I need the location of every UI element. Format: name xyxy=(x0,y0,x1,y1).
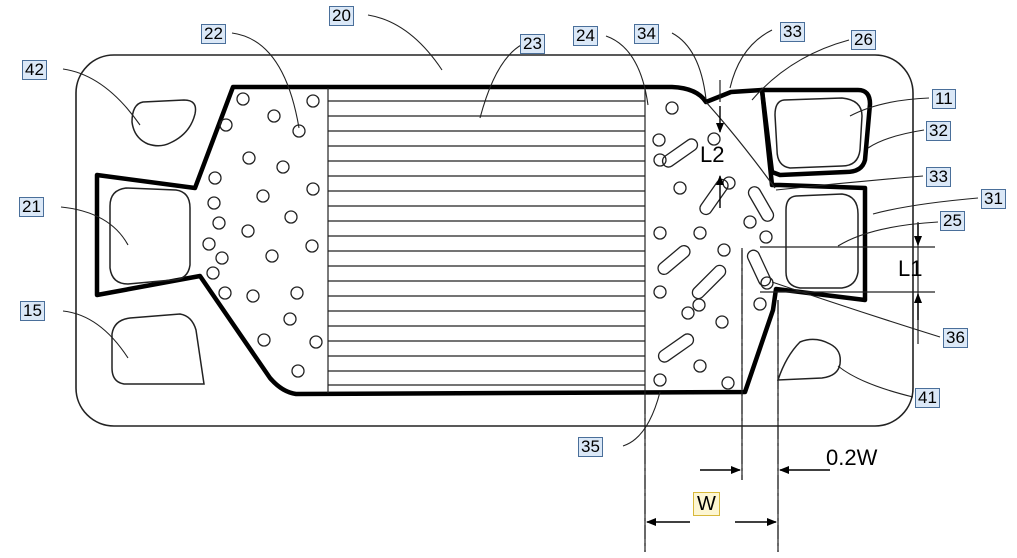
right-distribution-dimples xyxy=(652,101,774,390)
callout-41: 41 xyxy=(915,388,940,408)
callout-22: 22 xyxy=(201,24,226,44)
port-11 xyxy=(774,97,863,169)
port-15 xyxy=(111,313,205,385)
port-21 xyxy=(109,187,191,285)
leader-lines xyxy=(60,14,979,447)
main-gasket xyxy=(94,84,868,397)
dimension-w-label: W xyxy=(693,492,720,516)
flow-guide-slots xyxy=(657,138,775,363)
port-25 xyxy=(785,193,859,289)
port-41 xyxy=(776,338,842,381)
callout-11: 11 xyxy=(932,89,956,109)
dimension-arrows xyxy=(646,106,922,526)
callout-34: 34 xyxy=(634,24,659,44)
callout-32: 32 xyxy=(926,121,951,141)
callout-24: 24 xyxy=(573,26,598,46)
callout-21: 21 xyxy=(19,197,44,217)
heat-transfer-zone xyxy=(327,88,646,393)
dimension-l2-label: L2 xyxy=(700,142,725,167)
dimension-extension-lines xyxy=(644,250,779,552)
callout-20: 20 xyxy=(329,6,354,26)
left-distribution-dimples xyxy=(202,92,323,378)
port-11-gasket xyxy=(759,87,873,178)
callout-26: 26 xyxy=(851,30,876,50)
plate-outline xyxy=(75,54,914,427)
callout-42: 42 xyxy=(22,60,47,80)
callout-15: 15 xyxy=(20,301,45,321)
dimension-l1-label: L1 xyxy=(898,256,923,281)
port-42 xyxy=(131,99,197,147)
callout-36: 36 xyxy=(943,328,968,348)
callout-33-right: 33 xyxy=(926,167,951,187)
callout-31: 31 xyxy=(981,189,1006,209)
callout-25: 25 xyxy=(940,211,965,231)
callout-35: 35 xyxy=(578,437,603,457)
dimension-0-2w-label: 0.2W xyxy=(826,445,878,470)
callout-33-top: 33 xyxy=(780,22,805,42)
callout-23: 23 xyxy=(520,34,545,54)
